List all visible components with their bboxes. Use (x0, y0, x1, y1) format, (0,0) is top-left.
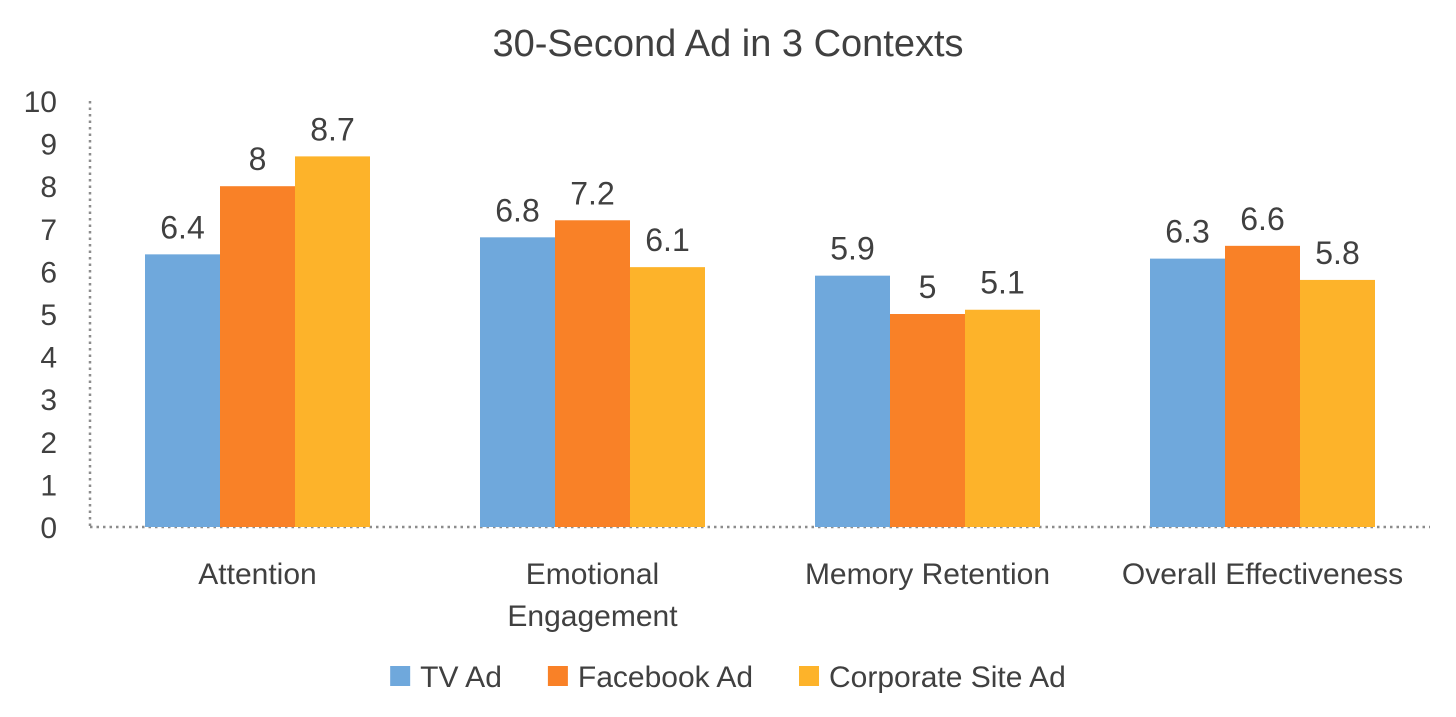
y-axis-ticks: 0 1 2 3 4 5 6 7 8 9 10 (24, 86, 57, 545)
chart-title: 30-Second Ad in 3 Contexts (492, 23, 963, 65)
data-label: 6.3 (1165, 214, 1209, 250)
legend-swatch (799, 666, 820, 686)
y-tick-label: 4 (40, 342, 57, 375)
bar-0-2 (295, 156, 370, 527)
chart-legend: TV Ad Facebook Ad Corporate Site Ad (390, 661, 1066, 694)
legend-label: Facebook Ad (578, 661, 753, 694)
y-tick-label: 5 (40, 299, 57, 332)
legend-swatch (390, 666, 411, 686)
x-category-label: Emotional Engagement (507, 558, 678, 633)
y-tick-label: 6 (40, 256, 57, 289)
bar-2-1 (890, 314, 965, 527)
data-label: 6.1 (645, 222, 689, 258)
bar-2-2 (965, 309, 1040, 527)
data-label: 5 (919, 269, 937, 305)
data-label: 6.8 (495, 192, 539, 228)
x-category-line: Overall Effectiveness (1122, 558, 1403, 591)
data-labels: 6.4 6.8 5.9 6.3 8 7.2 5 6.6 8.7 6.1 5.1 5.8 (160, 111, 1359, 305)
x-category-line: Engagement (507, 600, 678, 633)
bar-2-0 (815, 275, 890, 527)
x-category-line: Memory Retention (805, 558, 1050, 591)
y-tick-label: 7 (40, 214, 57, 247)
bar-0-1 (220, 186, 295, 527)
x-category-label: Overall Effectiveness (1122, 558, 1403, 591)
data-label: 6.6 (1240, 201, 1284, 237)
x-category-label: Memory Retention (805, 558, 1050, 591)
bar-1-2 (630, 267, 705, 527)
y-tick-label: 1 (40, 469, 57, 502)
y-tick-label: 8 (40, 171, 57, 204)
y-tick-label: 0 (40, 512, 57, 545)
y-tick-label: 2 (40, 427, 57, 460)
legend-swatch (547, 666, 568, 686)
y-tick-label: 10 (24, 86, 57, 119)
bar-1-1 (555, 220, 630, 527)
data-label: 6.4 (160, 209, 204, 245)
legend-label: Corporate Site Ad (829, 661, 1066, 694)
x-category-line: Attention (198, 558, 316, 591)
x-category-label: Attention (198, 558, 316, 591)
bar-1-0 (480, 237, 555, 527)
y-tick-label: 3 (40, 384, 57, 417)
x-category-line: Emotional (526, 558, 659, 591)
bar-0-0 (145, 254, 220, 528)
data-label: 5.9 (830, 231, 874, 267)
bar-3-2 (1300, 279, 1375, 527)
bar-3-1 (1225, 245, 1300, 527)
y-tick-label: 9 (40, 129, 57, 162)
data-label: 5.1 (980, 265, 1024, 301)
legend-label: TV Ad (420, 661, 502, 694)
x-axis-categories: Attention Emotional Engagement Memory Reten… (198, 558, 1403, 633)
data-label: 8 (249, 141, 267, 177)
bar-3-0 (1150, 258, 1225, 527)
bar-series (145, 156, 1375, 528)
data-label: 7.2 (570, 175, 614, 211)
data-label: 5.8 (1315, 235, 1359, 271)
data-label: 8.7 (310, 111, 354, 147)
